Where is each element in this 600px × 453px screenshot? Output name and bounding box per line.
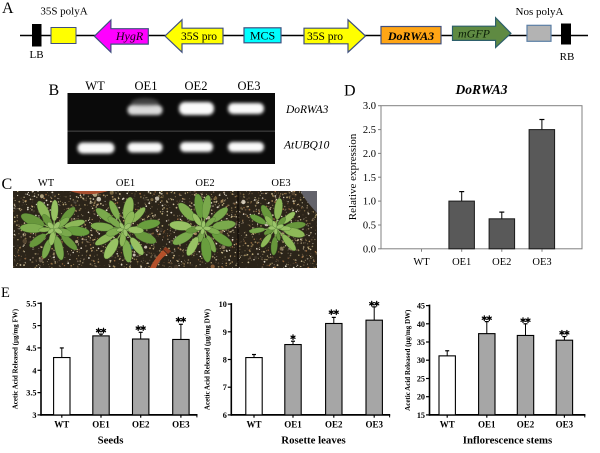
svg-text:8: 8	[223, 356, 227, 365]
svg-text:Nos polyA: Nos polyA	[516, 6, 564, 18]
svg-text:0.0: 0.0	[363, 244, 376, 255]
svg-text:mGFP: mGFP	[458, 27, 491, 41]
svg-text:3.5: 3.5	[26, 389, 36, 398]
svg-text:5: 5	[32, 322, 36, 331]
svg-text:OE3: OE3	[365, 420, 383, 430]
svg-text:3: 3	[32, 411, 36, 420]
svg-text:4: 4	[32, 366, 36, 375]
svg-text:B: B	[49, 82, 60, 99]
svg-text:10: 10	[219, 300, 227, 309]
svg-text:OE3: OE3	[172, 420, 190, 430]
svg-text:Acetic Acid Released (μg/mg FW: Acetic Acid Released (μg/mg FW)	[12, 308, 20, 409]
svg-text:6: 6	[223, 411, 227, 420]
svg-text:OE2: OE2	[185, 79, 208, 93]
svg-text:OE2: OE2	[492, 257, 511, 268]
svg-text:LB: LB	[29, 49, 43, 61]
svg-text:RB: RB	[560, 51, 575, 63]
svg-text:40: 40	[417, 320, 425, 329]
svg-text:3.0: 3.0	[363, 101, 376, 112]
svg-text:MCS: MCS	[250, 29, 275, 43]
svg-text:Acetic Acid Released (μg/mg DW: Acetic Acid Released (μg/mg DW)	[204, 308, 212, 410]
svg-text:OE3: OE3	[271, 178, 290, 189]
svg-text:WT: WT	[85, 79, 105, 93]
svg-text:9: 9	[223, 328, 227, 337]
svg-text:35: 35	[417, 338, 425, 347]
svg-text:OE2: OE2	[325, 420, 343, 430]
svg-text:WT: WT	[38, 178, 55, 189]
svg-text:1.5: 1.5	[363, 173, 376, 184]
svg-text:WT: WT	[54, 420, 69, 430]
svg-text:7: 7	[223, 383, 227, 392]
svg-text:WT: WT	[440, 420, 455, 430]
svg-text:35S polyA: 35S polyA	[40, 6, 87, 18]
svg-text:DoRWA3: DoRWA3	[454, 82, 507, 97]
svg-text:35S pro: 35S pro	[307, 31, 343, 43]
svg-text:OE1: OE1	[135, 79, 158, 93]
svg-text:Rosette leaves: Rosette leaves	[281, 435, 345, 447]
svg-text:OE1: OE1	[92, 420, 110, 430]
svg-text:35S pro: 35S pro	[181, 31, 217, 43]
svg-text:30: 30	[417, 356, 425, 365]
svg-text:4.5: 4.5	[26, 344, 36, 353]
svg-text:Seeds: Seeds	[98, 435, 124, 447]
svg-text:OE2: OE2	[517, 420, 535, 430]
svg-text:OE3: OE3	[532, 257, 551, 268]
svg-text:OE3: OE3	[556, 420, 574, 430]
svg-text:0.5: 0.5	[363, 221, 376, 232]
svg-text:45: 45	[417, 302, 425, 311]
svg-text:WT: WT	[413, 257, 430, 268]
svg-text:A: A	[2, 0, 14, 17]
svg-text:2.5: 2.5	[363, 125, 376, 136]
svg-text:DoRWA3: DoRWA3	[285, 104, 329, 116]
svg-text:20: 20	[417, 393, 425, 402]
svg-text:Inflorescence stems: Inflorescence stems	[463, 435, 552, 447]
svg-text:Relative expression: Relative expression	[347, 133, 359, 220]
svg-text:DoRWA3: DoRWA3	[387, 29, 434, 43]
svg-text:OE1: OE1	[284, 420, 302, 430]
svg-text:AtUBQ10: AtUBQ10	[283, 140, 330, 152]
svg-text:OE1: OE1	[478, 420, 496, 430]
svg-text:5.5: 5.5	[26, 299, 36, 308]
svg-text:OE2: OE2	[132, 420, 150, 430]
svg-text:C: C	[2, 176, 13, 193]
svg-text:15: 15	[417, 411, 425, 420]
svg-text:WT: WT	[246, 420, 261, 430]
svg-text:Acetic Acid Released (μg/mg DW: Acetic Acid Released (μg/mg DW)	[404, 309, 412, 411]
svg-text:E: E	[1, 285, 10, 301]
svg-text:OE3: OE3	[238, 79, 261, 93]
svg-text:OE1: OE1	[452, 257, 471, 268]
svg-text:HygR: HygR	[115, 29, 144, 43]
svg-text:D: D	[344, 83, 356, 100]
svg-text:OE1: OE1	[116, 178, 135, 189]
svg-text:OE2: OE2	[195, 178, 214, 189]
svg-text:2.0: 2.0	[363, 149, 376, 160]
svg-text:25: 25	[417, 375, 425, 384]
svg-text:1.0: 1.0	[363, 197, 376, 208]
